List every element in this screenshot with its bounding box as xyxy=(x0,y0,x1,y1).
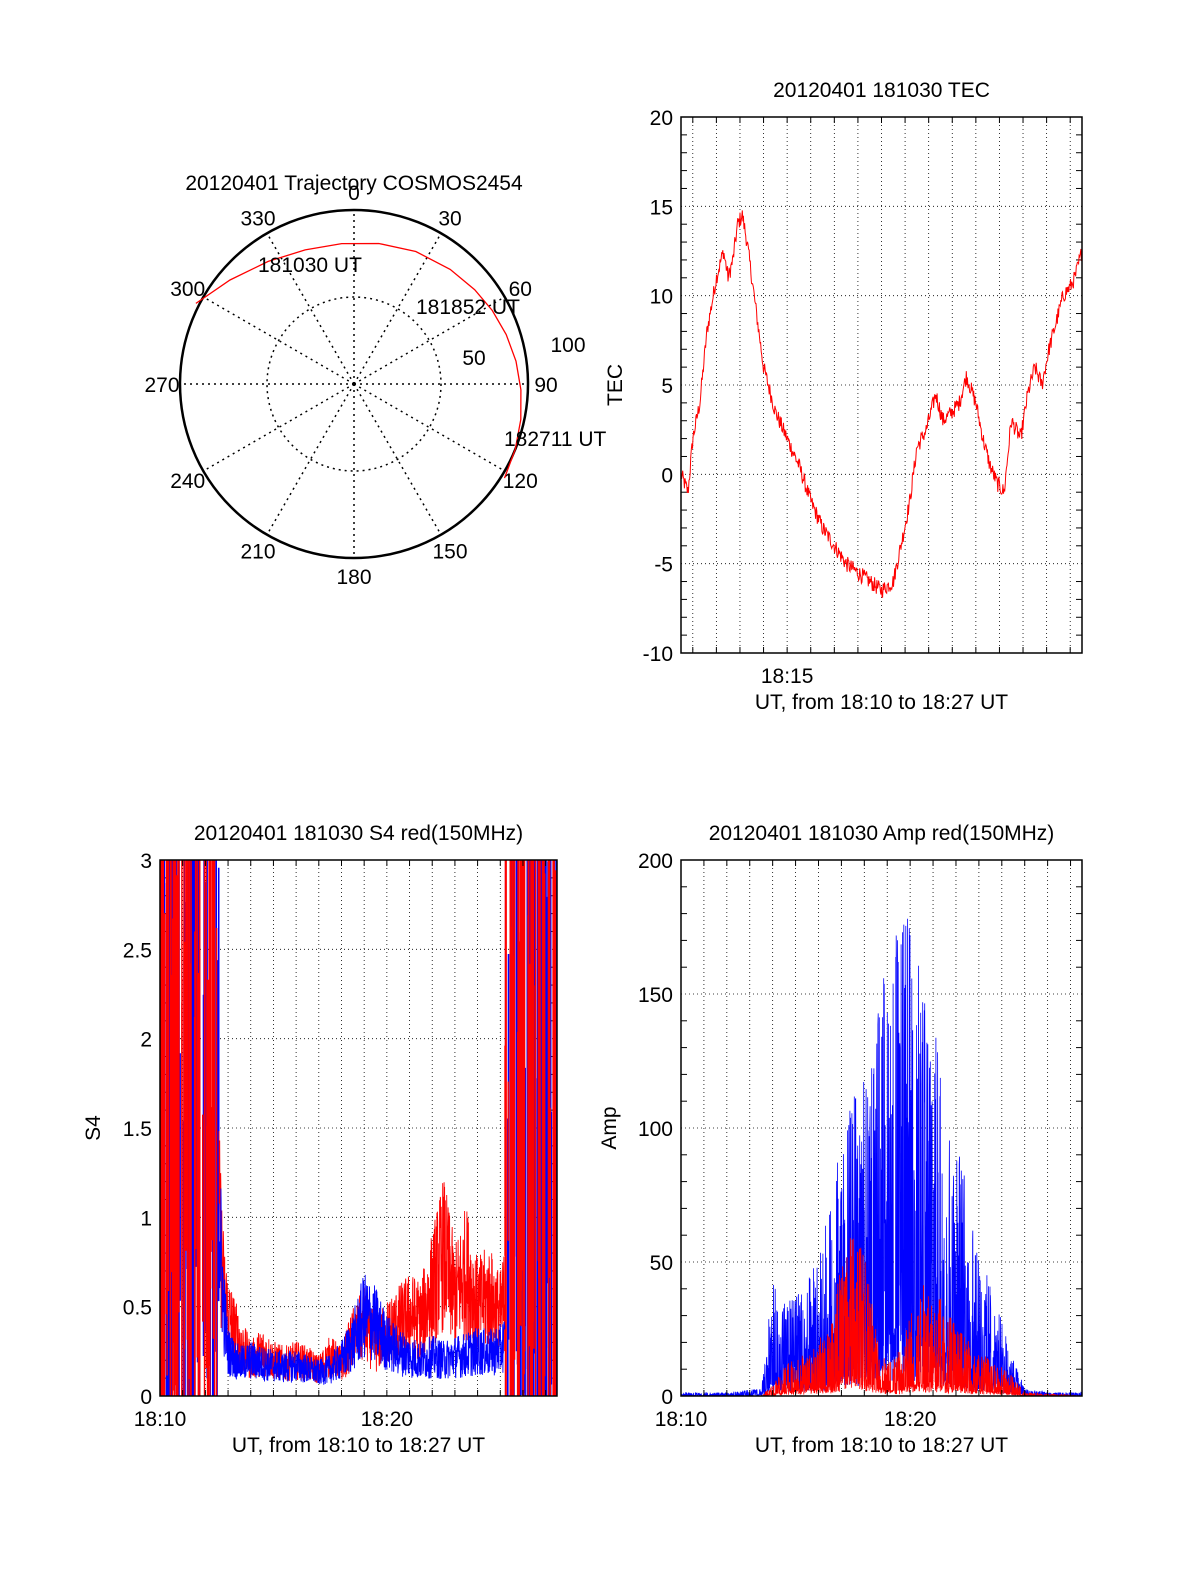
tec-ytick-label: -10 xyxy=(643,643,673,666)
s4-xtick-label: 18:20 xyxy=(361,1408,414,1431)
amp-series-red xyxy=(681,1238,1082,1396)
tec-ylabel: TEC xyxy=(604,364,627,406)
s4-noise-red xyxy=(160,860,218,1396)
amp-xlabel: UT, from 18:10 to 18:27 UT xyxy=(755,1434,1008,1457)
tec-ytick-label: 20 xyxy=(650,107,673,130)
tec-ytick-label: 0 xyxy=(661,464,673,487)
amp-title: 20120401 181030 Amp red(150MHz) xyxy=(709,822,1055,845)
polar-spoke xyxy=(353,232,442,385)
polar-spoke xyxy=(353,296,506,385)
amp-ytick-label: 100 xyxy=(638,1118,673,1141)
s4-series-blue xyxy=(218,1188,506,1385)
s4-frame xyxy=(159,859,558,1397)
amp-ylabel: Amp xyxy=(598,1106,621,1149)
s4-ylabel: S4 xyxy=(82,1115,105,1141)
s4-chart: 0 0.5 1 1.5 2 2.5 3 18:10 18:20 20120401 181030 S… xyxy=(82,822,558,1457)
polar-angle-label: 300 xyxy=(170,278,205,301)
polar-radius-label: 50 xyxy=(462,347,485,370)
tec-ytick-label: 15 xyxy=(650,196,673,219)
trajectory-line xyxy=(195,242,522,479)
trajectory-end-label: 182711 UT xyxy=(504,428,607,451)
polar-angle-label: 60 xyxy=(509,278,532,301)
s4-ytick-label: 2.5 xyxy=(123,939,152,962)
amp-chart: 0 50 100 150 200 18:10 18:20 20120401 181030 Am… xyxy=(598,822,1083,1457)
s4-xtick-label: 18:10 xyxy=(134,1408,187,1431)
s4-ytick-label: 1 xyxy=(140,1207,152,1230)
tec-plot-area xyxy=(681,210,1082,598)
s4-ytick-label: 1.5 xyxy=(123,1118,152,1141)
polar-angle-label: 180 xyxy=(336,566,371,589)
polar-angle-label: 150 xyxy=(432,540,467,563)
polar-angle-label: 120 xyxy=(503,470,538,493)
polar-angle-label: 210 xyxy=(240,540,275,563)
s4-ytick-label: 2 xyxy=(140,1029,152,1052)
s4-plot-area xyxy=(160,860,557,1396)
amp-ytick-label: 200 xyxy=(638,850,673,873)
trajectory-mid-label: 181852 UT xyxy=(416,296,520,319)
polar-spoke xyxy=(202,383,355,472)
polar-spoke xyxy=(266,383,355,536)
s4-title: 20120401 181030 S4 red(150MHz) xyxy=(194,822,523,845)
tec-xlabel: UT, from 18:10 to 18:27 UT xyxy=(755,691,1008,714)
amp-series-blue xyxy=(681,918,1082,1396)
amp-xtick-label: 18:20 xyxy=(884,1408,937,1431)
polar-angle-label: 90 xyxy=(534,374,557,397)
amp-frame xyxy=(680,859,1083,1397)
polar-spoke xyxy=(353,383,442,536)
s4-ytick-label: 0.5 xyxy=(123,1297,152,1320)
s4-xlabel: UT, from 18:10 to 18:27 UT xyxy=(232,1434,485,1457)
s4-ytick-label: 3 xyxy=(140,850,152,873)
polar-outer-circle xyxy=(178,208,530,560)
s4-series-red xyxy=(218,1130,506,1384)
tec-ytick-label: -5 xyxy=(654,554,673,577)
amp-ytick-label: 50 xyxy=(650,1252,673,1275)
s4-ytick-label: 0 xyxy=(140,1386,152,1409)
polar-spoke xyxy=(353,383,506,472)
s4-noise-red xyxy=(504,860,557,1396)
tec-title: 20120401 181030 TEC xyxy=(773,79,990,102)
polar-radius-label: 100 xyxy=(550,334,585,357)
trajectory-start-label: 181030 UT xyxy=(258,254,362,277)
amp-xtick-label: 18:10 xyxy=(655,1408,708,1431)
tec-ytick-label: 10 xyxy=(650,286,673,309)
polar-angle-label: 270 xyxy=(144,374,179,397)
tec-series-red xyxy=(681,210,1082,598)
amp-ytick-label: 150 xyxy=(638,984,673,1007)
polar-spoke xyxy=(202,296,355,385)
tec-ytick-label: 5 xyxy=(661,375,673,398)
polar-angle-label: 240 xyxy=(170,470,205,493)
polar-spoke xyxy=(266,232,355,385)
tec-chart: -10 -5 0 5 10 15 20 18:15 20120401 181030 TEC UT,… xyxy=(604,79,1083,714)
amp-plot-area xyxy=(681,918,1082,1396)
polar-angle-label: 0 xyxy=(348,182,360,205)
polar-angle-label: 330 xyxy=(240,208,275,231)
polar-title: 20120401 Trajectory COSMOS2454 xyxy=(185,172,523,195)
polar-angle-label: 30 xyxy=(438,208,461,231)
polar-inner-circle xyxy=(266,296,442,472)
amp-ytick-label: 0 xyxy=(661,1386,673,1409)
tec-xtick-label: 18:15 xyxy=(761,665,814,688)
